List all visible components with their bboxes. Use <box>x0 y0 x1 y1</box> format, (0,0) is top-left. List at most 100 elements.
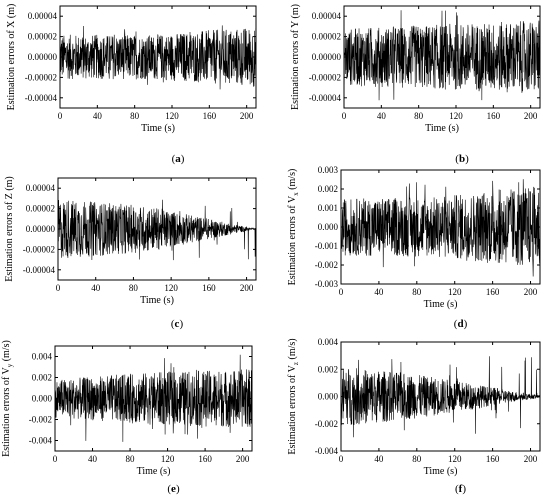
panel-d: 0 40 80 120 160 200 -0.003 -0.002 -0.001 0.000 0.0… <box>287 165 541 330</box>
panel-caption-letter-b: b <box>459 153 465 165</box>
y-tick-label-e: -0.004 <box>29 436 53 446</box>
y-tick-label-b: 0.00000 <box>312 52 342 62</box>
y-tick-label-d: 0.001 <box>318 203 338 213</box>
y-axis-label-main-a: Estimation errors of X (m) <box>6 4 17 111</box>
x-tick-label-f: 120 <box>448 454 462 464</box>
x-tick-label-b: 120 <box>449 111 463 121</box>
panel-b: 0 40 80 120 160 200 -0.00004 -0.00002 0.00000 0.0… <box>290 4 541 165</box>
x-tick-label-d: 160 <box>486 287 500 297</box>
y-axis-label-d: Estimation errors of Vx (m/s) <box>287 169 300 286</box>
x-tick-label-d: 0 <box>339 287 344 297</box>
y-tick-label-f: -0.004 <box>315 446 339 456</box>
y-tick-label-f: 0.004 <box>318 337 339 347</box>
y-tick-label-a: 0.00004 <box>28 11 58 21</box>
y-tick-label-b: -0.00004 <box>309 93 342 103</box>
x-tick-label-b: 0 <box>342 111 347 121</box>
y-tick-label-a: -0.00004 <box>25 93 58 103</box>
series-trace-f <box>340 356 541 438</box>
y-tick-label-c: 0.00002 <box>26 204 55 214</box>
x-tick-label-e: 40 <box>88 454 98 464</box>
series-trace-c <box>57 199 257 261</box>
y-tick-label-d: 0.002 <box>318 184 338 194</box>
panel-f: 0 40 80 120 160 200 -0.004 -0.002 0.000 0.002 0.00… <box>287 337 541 495</box>
x-tick-label-b: 40 <box>377 111 387 121</box>
x-tick-label-e: 120 <box>161 454 175 464</box>
y-tick-label-e: -0.002 <box>29 415 52 425</box>
x-tick-label-a: 200 <box>240 111 254 121</box>
x-tick-label-a: 160 <box>203 111 217 121</box>
x-tick-label-f: 80 <box>412 454 422 464</box>
y-axis-label-main-b: Estimation errors of Y (m) <box>290 4 301 110</box>
y-tick-label-d: -0.002 <box>315 260 338 270</box>
x-axis-label-c: Time (s) <box>140 295 174 306</box>
y-axis-label-sub-e: y <box>6 363 14 367</box>
x-axis-label-f: Time (s) <box>424 466 458 477</box>
y-axis-label-main-c: Estimation errors of Z (m) <box>4 176 15 282</box>
x-tick-label-a: 40 <box>93 111 103 121</box>
y-tick-label-f: 0.000 <box>318 392 339 402</box>
x-tick-label-e: 200 <box>236 454 250 464</box>
panel-caption-b: (b) <box>455 153 469 165</box>
panel-caption-letter-c: c <box>175 318 180 330</box>
y-tick-label-b: 0.00002 <box>312 32 341 42</box>
y-axis-label-main-f: Estimation errors of V <box>287 364 298 454</box>
x-tick-label-c: 160 <box>202 283 216 293</box>
panel-caption-letter-d: d <box>457 318 463 330</box>
panel-caption-a: (a) <box>172 153 185 165</box>
y-tick-label-b: -0.00002 <box>309 72 341 82</box>
x-tick-label-f: 0 <box>339 454 344 464</box>
x-tick-label-c: 200 <box>240 283 254 293</box>
x-tick-label-c: 80 <box>129 283 139 293</box>
x-tick-label-d: 200 <box>524 287 538 297</box>
panel-e: 0 40 80 120 160 200 -0.004 -0.002 0.000 0.002 0.00… <box>1 340 253 495</box>
y-tick-label-a: 0.00000 <box>28 52 58 62</box>
x-tick-label-e: 80 <box>126 454 136 464</box>
x-tick-label-b: 80 <box>414 111 424 121</box>
x-tick-label-b: 160 <box>487 111 501 121</box>
y-tick-label-e: 0.002 <box>32 373 52 383</box>
y-tick-label-a: -0.00002 <box>25 72 57 82</box>
y-axis-label-main-e: Estimation errors of V <box>1 367 12 457</box>
y-axis-label-c: Estimation errors of Z (m) <box>4 176 15 282</box>
x-axis-label-a: Time (s) <box>141 123 175 134</box>
y-tick-label-c: 0.00004 <box>26 183 56 193</box>
y-tick-label-d: -0.003 <box>315 279 339 289</box>
x-tick-label-f: 40 <box>374 454 384 464</box>
x-tick-label-d: 120 <box>448 287 462 297</box>
x-axis-label-b: Time (s) <box>425 123 459 134</box>
y-tick-label-f: 0.002 <box>318 364 338 374</box>
y-axis-label-unit-e: (m/s) <box>1 340 12 364</box>
panel-caption-d: (d) <box>454 318 468 330</box>
x-tick-label-c: 120 <box>164 283 178 293</box>
x-tick-label-e: 0 <box>53 454 58 464</box>
y-tick-label-b: 0.00004 <box>312 11 342 21</box>
panel-caption-c: (c) <box>171 318 184 330</box>
y-tick-label-c: -0.00002 <box>23 244 55 254</box>
y-tick-label-e: 0.000 <box>32 394 53 404</box>
panel-caption-letter-f: f <box>459 483 463 495</box>
x-tick-label-c: 0 <box>56 283 61 293</box>
panel-caption-e: (e) <box>167 483 180 495</box>
x-tick-label-e: 160 <box>198 454 212 464</box>
y-tick-label-e: 0.004 <box>32 352 53 362</box>
x-tick-label-c: 40 <box>91 283 101 293</box>
x-tick-label-a: 120 <box>165 111 179 121</box>
y-tick-label-d: -0.001 <box>315 241 338 251</box>
series-trace-b <box>343 10 541 101</box>
x-tick-label-a: 80 <box>130 111 140 121</box>
y-tick-label-a: 0.00002 <box>28 32 57 42</box>
x-tick-label-d: 80 <box>412 287 422 297</box>
series-trace-e <box>54 354 253 442</box>
y-axis-label-unit-f: (m/s) <box>287 338 298 362</box>
panel-caption-letter-e: e <box>171 483 176 495</box>
y-axis-label-a: Estimation errors of X (m) <box>6 4 17 111</box>
x-tick-label-b: 200 <box>524 111 538 121</box>
x-tick-label-f: 200 <box>524 454 538 464</box>
y-tick-label-f: -0.002 <box>315 419 338 429</box>
y-axis-label-sub-f: z <box>292 362 300 365</box>
y-tick-label-d: 0.000 <box>318 222 339 232</box>
x-axis-label-d: Time (s) <box>424 299 458 310</box>
y-axis-label-f: Estimation errors of Vz (m/s) <box>287 338 300 454</box>
panel-caption-f: (f) <box>455 483 466 495</box>
